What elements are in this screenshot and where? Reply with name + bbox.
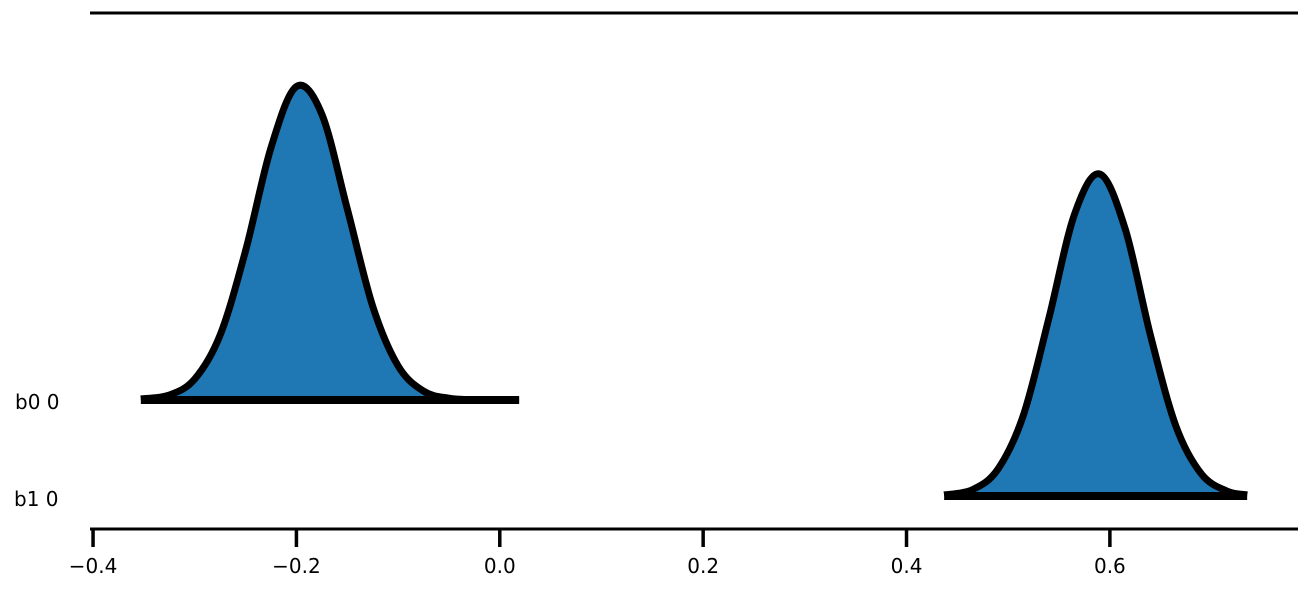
y-label-b1: b1 0 — [14, 487, 59, 511]
x-tick-label: −0.2 — [272, 554, 321, 578]
y-label-b0: b0 0 — [15, 390, 60, 414]
x-tick-label: 0.6 — [1094, 554, 1126, 578]
density-line-b1-0 — [943, 170, 1248, 499]
x-tick-label: 0.2 — [687, 554, 719, 578]
x-tick-label: −0.4 — [69, 554, 118, 578]
density-fill-b1-0 — [944, 173, 1248, 496]
x-tick-label: 0.0 — [484, 554, 516, 578]
x-tick-label: 0.4 — [891, 554, 923, 578]
density-fill-b0-0 — [140, 85, 520, 401]
